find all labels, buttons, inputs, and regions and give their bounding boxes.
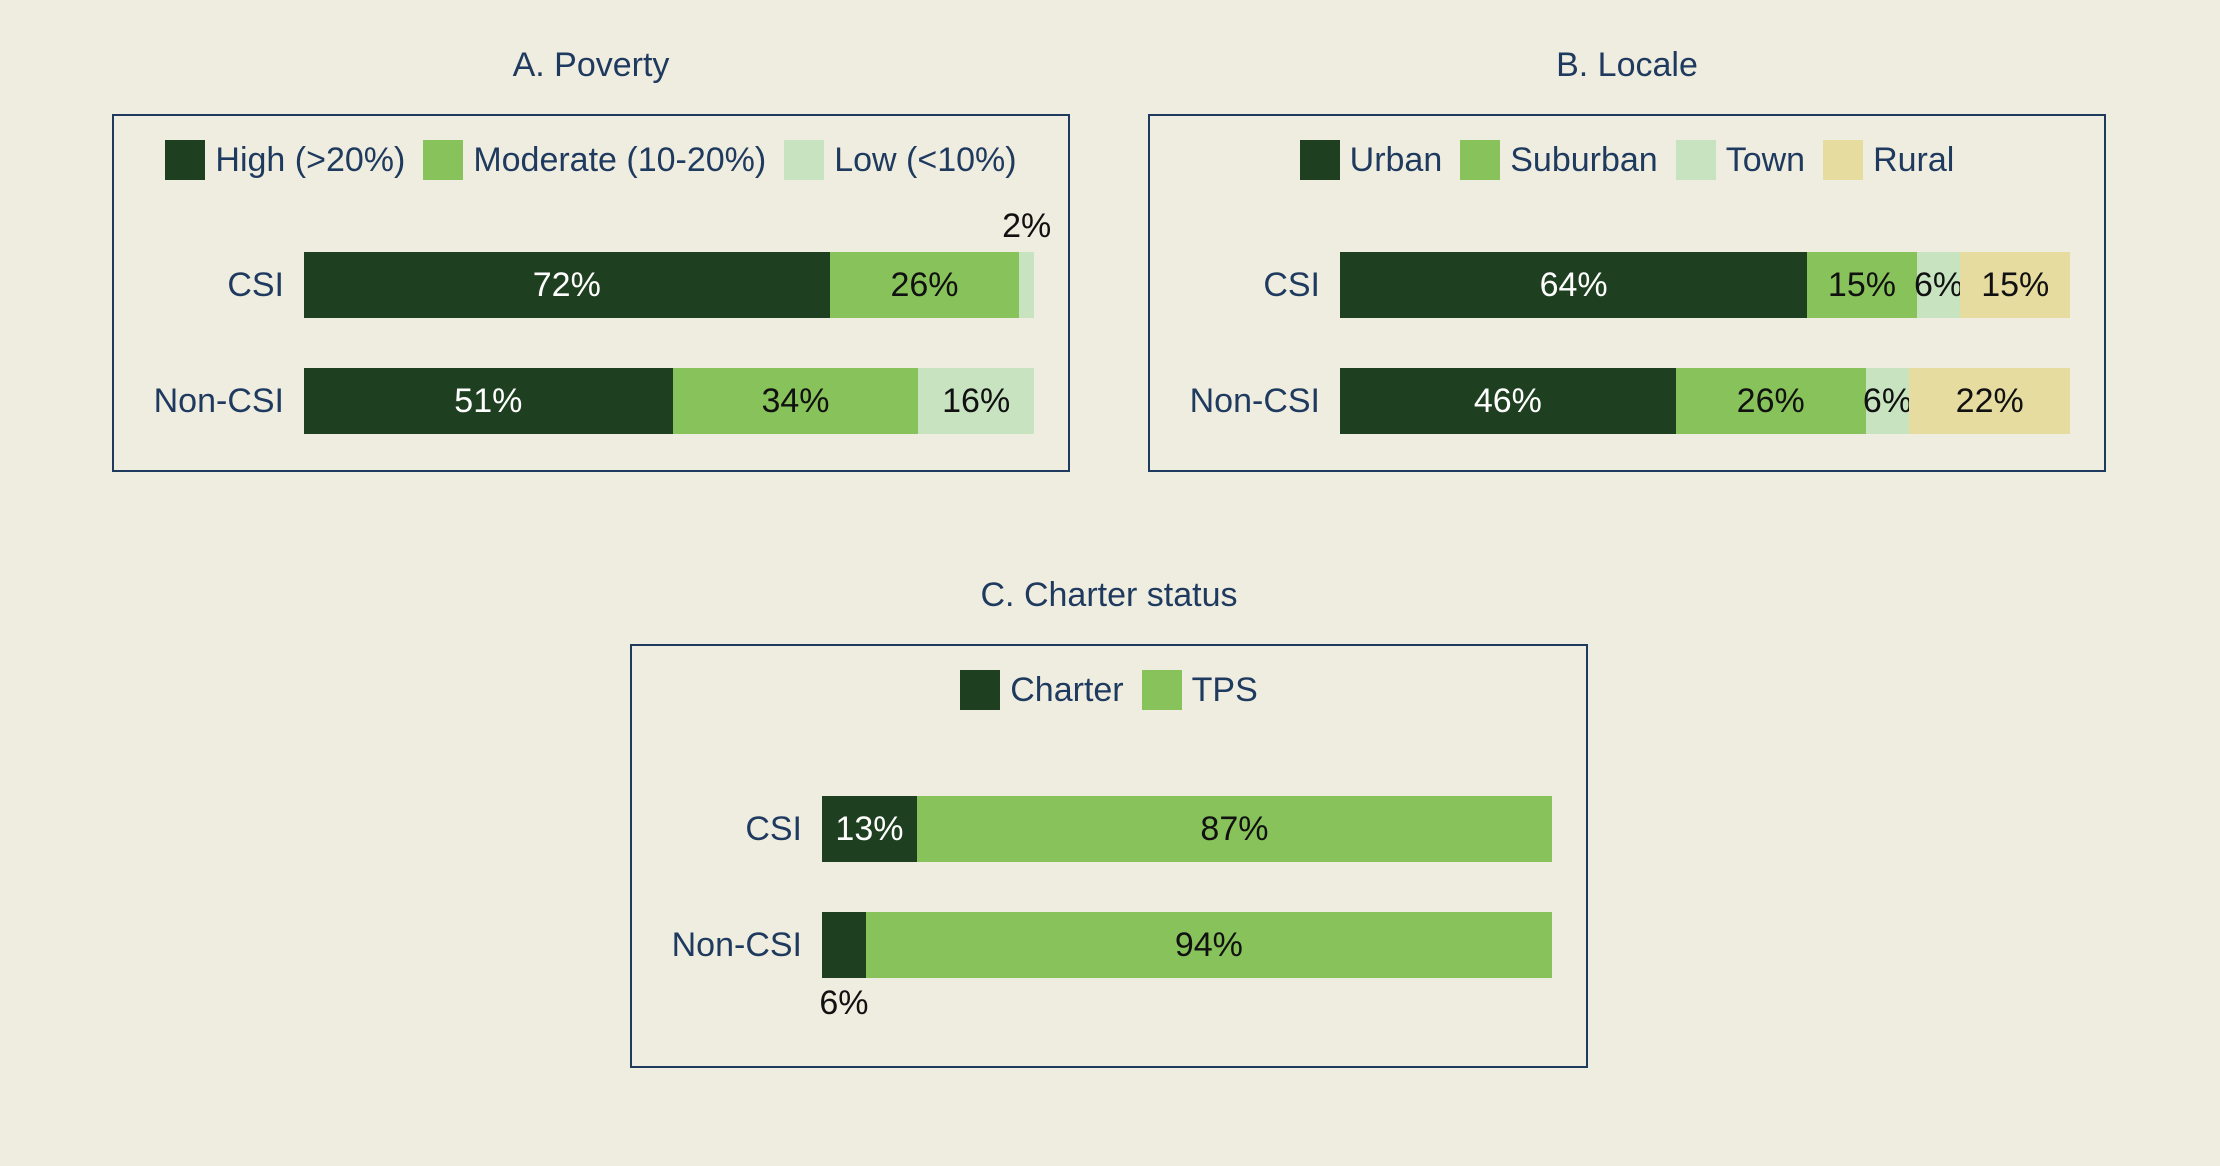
bar-segment: 46% xyxy=(1340,368,1676,434)
rows-locale: CSI64%15%6%15%Non-CSI46%26%6%22% xyxy=(1150,252,2104,434)
bar-segment: 15% xyxy=(1807,252,1917,318)
legend-swatch xyxy=(1142,670,1182,710)
external-bar-label: 2% xyxy=(1002,207,1051,246)
legend-poverty: High (>20%) Moderate (10-20%) Low (<10%) xyxy=(114,140,1068,180)
bar-segment: 94% xyxy=(866,912,1552,978)
row-label: CSI xyxy=(632,810,822,849)
bar-segment: 15% xyxy=(1960,252,2070,318)
legend-item: Rural xyxy=(1823,140,1954,180)
legend-label: Rural xyxy=(1873,141,1954,180)
stacked-bar: 51%34%16% xyxy=(304,368,1034,434)
bar-row: Non-CSI51%34%16% xyxy=(114,368,1068,434)
bar-segment: 16% xyxy=(918,368,1034,434)
legend-swatch xyxy=(960,670,1000,710)
chart-canvas: A. Poverty High (>20%) Moderate (10-20%) Lo… xyxy=(0,0,2220,1166)
legend-swatch xyxy=(423,140,463,180)
legend-label: Moderate (10-20%) xyxy=(473,141,766,180)
legend-swatch xyxy=(1460,140,1500,180)
bar-segment: 6% xyxy=(1866,368,1910,434)
legend-item: Town xyxy=(1676,140,1805,180)
legend-item: Moderate (10-20%) xyxy=(423,140,766,180)
stacked-bar: 94% xyxy=(822,912,1552,978)
panel-charter: Charter TPS CSI13%87% 6% Non-CSI 94% xyxy=(630,644,1588,1068)
legend-label: Suburban xyxy=(1510,141,1657,180)
bar-segment: 64% xyxy=(1340,252,1807,318)
bar-segment: 26% xyxy=(1676,368,1866,434)
panel-title-locale: B. Locale xyxy=(1148,46,2106,85)
bar-segment xyxy=(822,912,866,978)
bar-segment: 51% xyxy=(304,368,673,434)
bar-row: Non-CSI 94% xyxy=(632,912,1586,978)
legend-item: Low (<10%) xyxy=(784,140,1016,180)
external-bar-label: 6% xyxy=(819,984,868,1023)
row-label: Non-CSI xyxy=(632,926,822,965)
legend-locale: Urban Suburban Town Rural xyxy=(1150,140,2104,180)
panel-title-charter: C. Charter status xyxy=(630,576,1588,615)
legend-swatch xyxy=(1676,140,1716,180)
panel-poverty: High (>20%) Moderate (10-20%) Low (<10%) 2%… xyxy=(112,114,1070,472)
legend-swatch xyxy=(1823,140,1863,180)
stacked-bar: 72%26% xyxy=(304,252,1034,318)
legend-item: High (>20%) xyxy=(165,140,405,180)
legend-label: Town xyxy=(1726,141,1805,180)
legend-label: Urban xyxy=(1350,141,1443,180)
stacked-bar: 46%26%6%22% xyxy=(1340,368,2070,434)
bar-segment: 13% xyxy=(822,796,917,862)
bar-row: CSI13%87% xyxy=(632,796,1586,862)
bar-segment: 87% xyxy=(917,796,1552,862)
legend-label: TPS xyxy=(1192,671,1258,710)
bar-segment: 6% xyxy=(1917,252,1961,318)
bar-row: CSI72%26% xyxy=(114,252,1068,318)
row-label: Non-CSI xyxy=(1150,382,1340,421)
legend-item: TPS xyxy=(1142,670,1258,710)
legend-swatch xyxy=(784,140,824,180)
stacked-bar: 13%87% xyxy=(822,796,1552,862)
bar-segment: 22% xyxy=(1909,368,2070,434)
legend-label: High (>20%) xyxy=(215,141,405,180)
legend-charter: Charter TPS xyxy=(632,670,1586,710)
bar-row: Non-CSI46%26%6%22% xyxy=(1150,368,2104,434)
panel-locale: UrbanSuburbanTownRuralCSI64%15%6%15%Non-… xyxy=(1148,114,2106,472)
legend-item: Charter xyxy=(960,670,1123,710)
legend-swatch xyxy=(1300,140,1340,180)
stacked-bar: 64%15%6%15% xyxy=(1340,252,2070,318)
bar-segment xyxy=(1019,252,1034,318)
legend-item: Urban xyxy=(1300,140,1443,180)
bar-segment: 34% xyxy=(673,368,919,434)
rows-poverty: 2%CSI72%26%Non-CSI51%34%16% xyxy=(114,252,1068,434)
row-label: CSI xyxy=(114,266,304,305)
bar-segment: 72% xyxy=(304,252,830,318)
legend-label: Charter xyxy=(1010,671,1123,710)
bar-segment: 26% xyxy=(830,252,1020,318)
bar-row: CSI64%15%6%15% xyxy=(1150,252,2104,318)
legend-item: Suburban xyxy=(1460,140,1657,180)
legend-label: Low (<10%) xyxy=(834,141,1016,180)
legend-swatch xyxy=(165,140,205,180)
rows-charter: CSI13%87%6%Non-CSI94% xyxy=(632,796,1586,978)
panel-title-poverty: A. Poverty xyxy=(112,46,1070,85)
row-label: Non-CSI xyxy=(114,382,304,421)
row-label: CSI xyxy=(1150,266,1340,305)
